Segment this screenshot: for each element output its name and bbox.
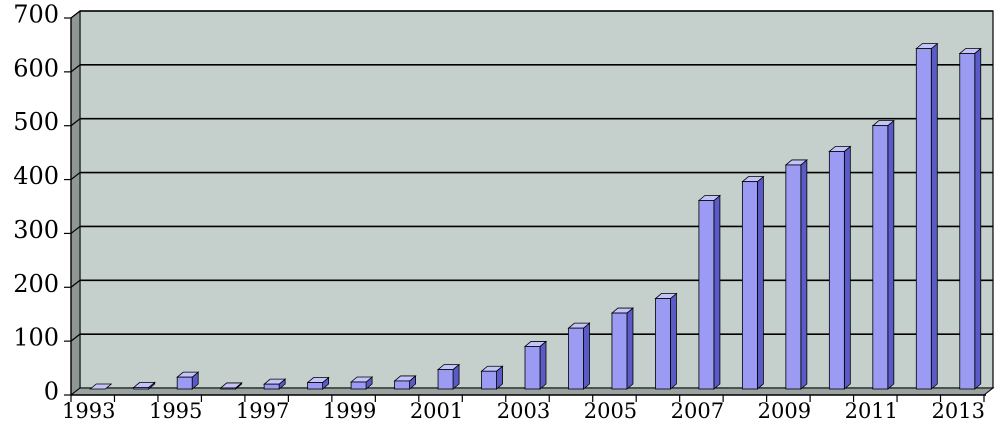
y-axis-tick-labels: 0 100 200 300 400 500 600 700 — [13, 1, 59, 406]
bar — [89, 383, 113, 390]
bar-side — [800, 159, 808, 390]
gridline-side — [70, 10, 81, 19]
bar-side — [887, 119, 895, 390]
bar — [263, 378, 287, 390]
bar-side — [713, 194, 721, 390]
x-tick-label: 1997 — [236, 399, 289, 423]
y-tick-label: 500 — [13, 108, 59, 136]
bar-side — [539, 340, 547, 390]
bar-front — [741, 181, 758, 390]
x-tick-label: 1993 — [62, 399, 115, 423]
bar-front — [307, 382, 324, 390]
y-tick-label: 700 — [13, 1, 59, 29]
x-tick-label: 2005 — [584, 399, 637, 423]
bar — [393, 375, 417, 390]
bars — [89, 42, 982, 390]
bar — [828, 145, 852, 390]
bar-front — [785, 164, 802, 390]
bar-front — [524, 346, 541, 390]
bar-front — [133, 386, 150, 390]
bar — [349, 376, 374, 390]
y-tick-label: 100 — [13, 324, 59, 352]
bar — [697, 194, 722, 390]
bar — [784, 159, 808, 390]
y-tick-label: 400 — [13, 162, 59, 190]
bar — [132, 381, 156, 390]
bar-front — [611, 312, 628, 390]
bar — [436, 363, 461, 390]
bar-front — [828, 151, 845, 390]
bar-front — [915, 48, 932, 390]
gridline-side — [70, 64, 81, 73]
x-axis-tick-labels: 1993 1995 1997 1999 2001 2003 2005 2007 2009 2011… — [62, 399, 985, 423]
gridline-side — [70, 172, 81, 181]
bar-front — [959, 53, 976, 390]
bar — [654, 292, 678, 390]
bar-top — [89, 383, 113, 390]
bar — [610, 307, 635, 390]
x-tick-label: 2007 — [671, 399, 724, 423]
bar-side — [670, 292, 677, 390]
bar-front — [394, 380, 410, 390]
bar-front — [698, 200, 715, 390]
gridline-side — [70, 279, 81, 288]
bar-side — [583, 322, 590, 390]
x-tick-label: 2009 — [758, 399, 811, 423]
bar-front — [437, 369, 454, 390]
bar-front — [350, 381, 367, 390]
x-tick-label: 2003 — [497, 399, 550, 423]
bar-side — [930, 42, 938, 390]
bar-side — [756, 175, 764, 390]
bar-front — [481, 370, 497, 390]
y-tick-label: 600 — [13, 54, 59, 82]
bar-front — [872, 125, 889, 390]
bar — [480, 365, 504, 390]
bar-front — [220, 387, 237, 390]
bar — [523, 340, 548, 390]
plot-background — [70, 9, 994, 397]
bar-side — [974, 47, 982, 390]
x-tick-label: 2001 — [410, 399, 463, 423]
gridline-side — [70, 333, 81, 342]
bar-front — [176, 376, 193, 390]
x-tick-label: 1995 — [149, 399, 202, 423]
bar — [176, 371, 200, 390]
bar — [219, 382, 243, 390]
y-tick-label: 200 — [13, 270, 59, 298]
x-tick-label: 2013 — [932, 399, 985, 423]
gridline-side — [70, 225, 81, 234]
bar — [915, 42, 939, 390]
bar-front — [263, 383, 280, 390]
y-tick-label: 0 — [44, 378, 59, 406]
bar — [567, 322, 591, 390]
bar — [958, 47, 982, 390]
bar-side — [843, 145, 851, 390]
gridline-side — [70, 118, 81, 127]
x-tick-label: 1999 — [323, 399, 376, 423]
bar-front — [568, 327, 584, 390]
bar-front — [655, 298, 671, 390]
axes — [64, 17, 986, 402]
bar — [871, 119, 895, 390]
bar — [306, 376, 330, 390]
bar — [741, 175, 765, 390]
y-tick-label: 300 — [13, 216, 59, 244]
bar-side — [626, 307, 634, 390]
x-tick-label: 2011 — [845, 399, 898, 423]
back-wall — [79, 10, 994, 389]
